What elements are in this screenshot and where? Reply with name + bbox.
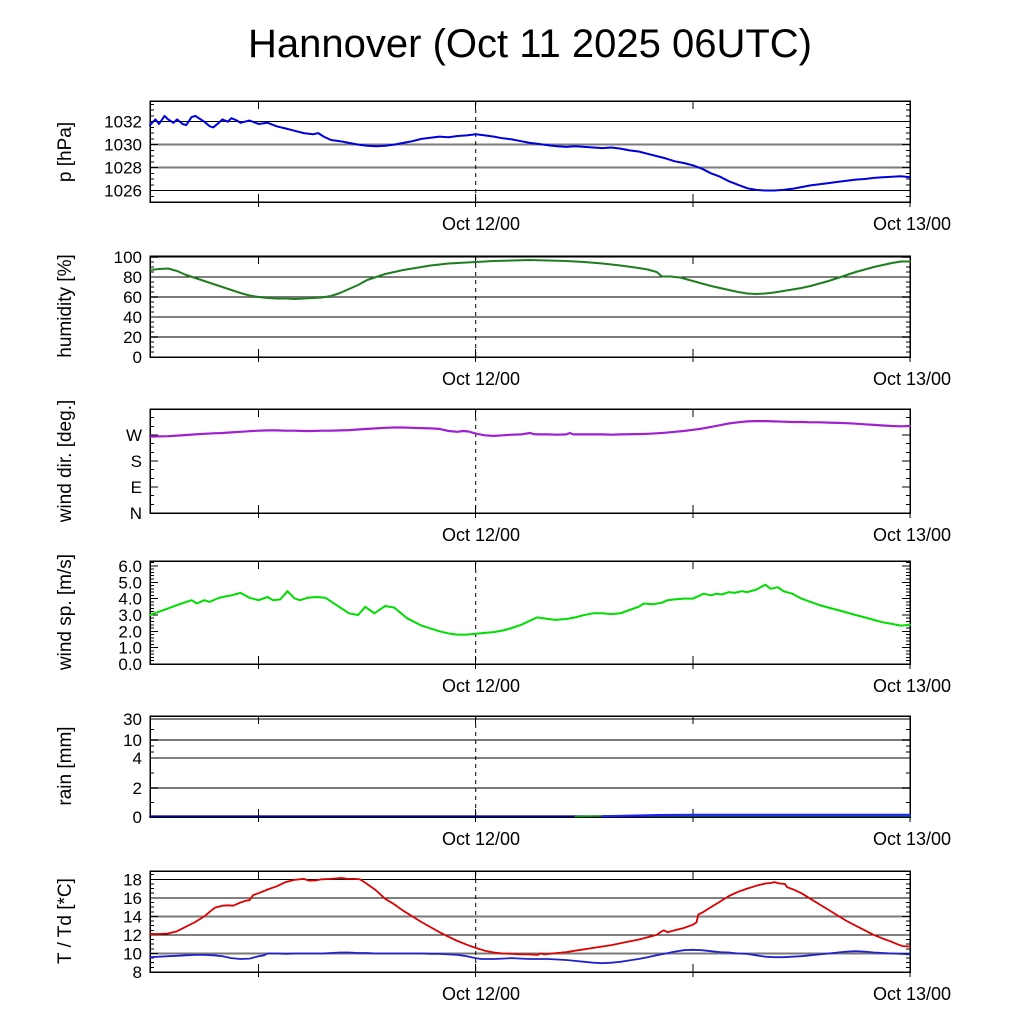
y-axis-label-pressure: p [hPa]: [55, 121, 76, 183]
y-tick-label: 8: [133, 963, 142, 982]
y-tick-label: S: [131, 452, 142, 471]
x-tick-label-mid-wind-speed: Oct 12/00: [441, 676, 521, 696]
y-tick-label: 30: [123, 710, 142, 729]
y-tick-label: 18: [123, 870, 142, 889]
y-tick-label: 1028: [104, 159, 142, 178]
y-axis-label-rain: rain [mm]: [55, 726, 76, 806]
y-tick-label: 60: [123, 288, 142, 307]
y-axis-label-humidity: humidity [%]: [55, 254, 76, 358]
y-tick-label: W: [126, 426, 142, 445]
x-tick-label-mid-rain: Oct 12/00: [441, 829, 521, 849]
y-axis-label-temperature: T / Td [*C]: [55, 878, 76, 964]
y-tick-label: 40: [123, 308, 142, 327]
y-tick-label: E: [131, 478, 142, 497]
x-tick-label-end-humidity: Oct 13/00: [872, 369, 952, 389]
y-tick-label: 0: [133, 808, 142, 827]
y-tick-label: 2: [133, 779, 142, 798]
x-tick-label-mid-humidity: Oct 12/00: [441, 369, 521, 389]
series-dewpoint: [149, 948, 911, 965]
series-wind-speed: [149, 583, 911, 636]
y-tick-label: 1026: [104, 182, 142, 201]
y-tick-label: 14: [123, 907, 142, 926]
series-wind-direction: [148, 420, 912, 438]
y-tick-label: 100: [114, 248, 142, 267]
panel-border: [149, 715, 911, 818]
y-tick-label: 0.0: [118, 655, 142, 674]
x-tick-label-mid-pressure: Oct 12/00: [441, 214, 521, 234]
panel-border: [149, 560, 911, 665]
series-pressure: [149, 114, 911, 192]
y-tick-label: 2.0: [118, 622, 142, 641]
x-tick-label-mid-wind-direction: Oct 12/00: [441, 525, 521, 545]
y-tick-label: 10: [123, 731, 142, 750]
series-humidity: [149, 259, 911, 300]
y-tick-label: 4.0: [118, 590, 142, 609]
y-tick-label: 10: [123, 944, 142, 963]
y-axis-label-wind-speed: wind sp. [m/s]: [55, 553, 76, 671]
y-tick-label: 0: [133, 348, 142, 367]
x-tick-label-end-temperature: Oct 13/00: [872, 984, 952, 1004]
series-rain-blue: [601, 813, 911, 818]
panel-wind-speed: 0.01.02.03.04.05.06.0: [118, 557, 911, 674]
page-title: Hannover (Oct 11 2025 06UTC): [248, 22, 812, 66]
y-tick-label: 1.0: [118, 639, 142, 658]
panel-rain: 0 2 410 30: [123, 710, 911, 827]
y-axis-label-wind-direction: wind dir. [deg.]: [55, 399, 76, 523]
x-tick-label-end-pressure: Oct 13/00: [872, 214, 952, 234]
x-tick-label-end-rain: Oct 13/00: [872, 829, 952, 849]
panel-pressure: 1026 1028 1030 1032: [104, 100, 911, 207]
series-temperature: [149, 877, 911, 956]
x-tick-label-mid-temperature: Oct 12/00: [441, 984, 521, 1004]
y-tick-label: N: [130, 504, 142, 523]
y-tick-label: 5.0: [118, 573, 142, 592]
y-tick-label: 12: [123, 926, 142, 945]
y-tick-label: 3.0: [118, 606, 142, 625]
y-tick-label: 6.0: [118, 557, 142, 576]
y-tick-label: 20: [123, 328, 142, 347]
x-tick-label-end-wind-speed: Oct 13/00: [872, 676, 952, 696]
y-tick-label: 1032: [104, 113, 142, 132]
panel-border: [149, 100, 911, 203]
y-tick-label: 80: [123, 268, 142, 287]
panel-border: [149, 408, 911, 514]
panel-border: [149, 255, 911, 358]
x-tick-label-end-wind-direction: Oct 13/00: [872, 525, 952, 545]
panel-border: [149, 870, 911, 973]
y-tick-label: 16: [123, 889, 142, 908]
y-tick-label: 4: [133, 749, 142, 768]
y-tick-label: 1030: [104, 136, 142, 155]
